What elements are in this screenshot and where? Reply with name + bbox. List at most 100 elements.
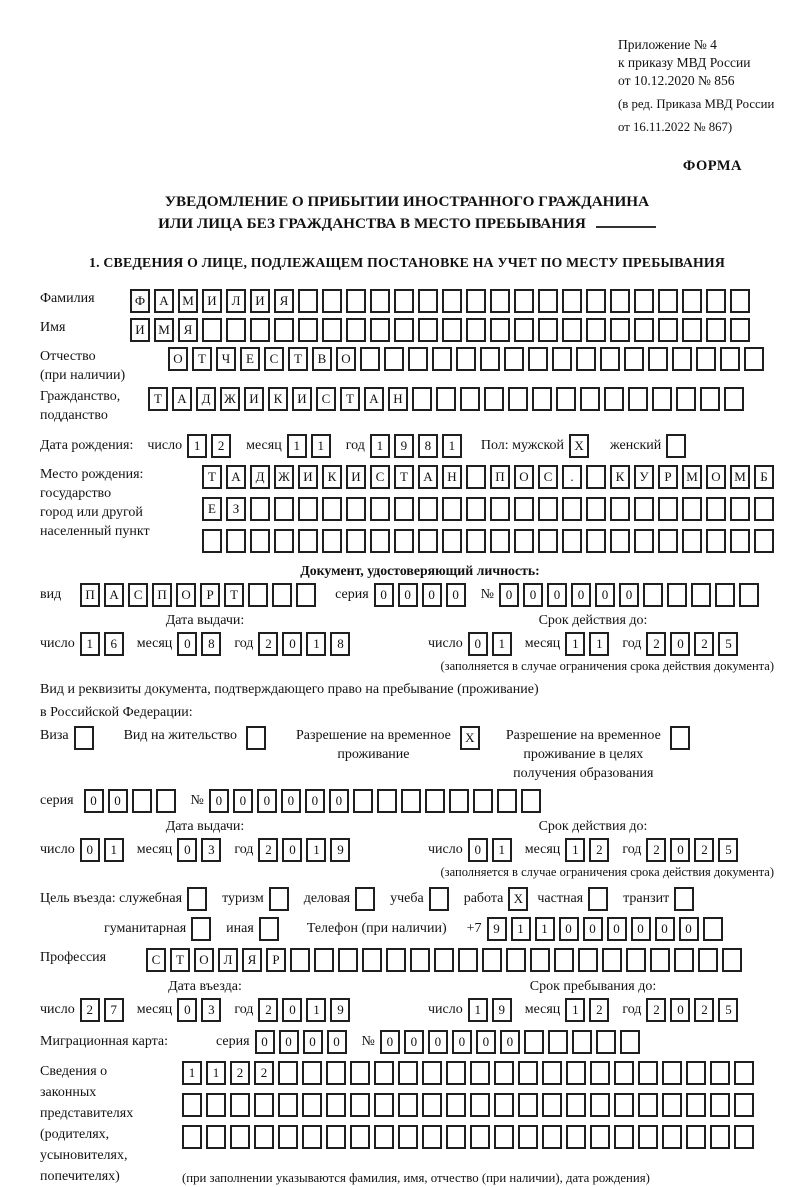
form-cell[interactable] [626, 948, 646, 972]
form-cell[interactable]: 1 [565, 838, 586, 862]
form-cell[interactable] [734, 1093, 754, 1117]
form-cell[interactable]: 9 [330, 838, 351, 862]
form-cell[interactable] [518, 1125, 538, 1149]
form-cell[interactable] [682, 289, 702, 313]
form-cell[interactable]: С [316, 387, 336, 411]
form-cell[interactable] [538, 529, 558, 553]
form-cell[interactable] [326, 1093, 346, 1117]
form-cell[interactable]: X [508, 887, 529, 911]
form-cell[interactable]: Я [242, 948, 262, 972]
form-cell[interactable] [278, 1125, 298, 1149]
form-cell[interactable]: З [226, 497, 246, 521]
form-cell[interactable]: А [364, 387, 384, 411]
form-cell[interactable]: 2 [694, 632, 715, 656]
form-cell[interactable]: 1 [306, 838, 327, 862]
form-cell[interactable] [290, 948, 310, 972]
form-cell[interactable] [258, 917, 279, 941]
form-cell[interactable]: 1 [491, 838, 512, 862]
form-cell[interactable] [268, 887, 289, 911]
form-cell[interactable] [600, 347, 620, 371]
form-cell[interactable] [706, 318, 726, 342]
form-cell[interactable]: 0 [177, 838, 198, 862]
form-cell[interactable] [254, 1125, 274, 1149]
form-cell[interactable] [722, 948, 742, 972]
form-cell[interactable]: 1 [441, 434, 462, 458]
form-cell[interactable] [418, 497, 438, 521]
form-cell[interactable] [614, 1061, 634, 1085]
form-cell[interactable] [376, 789, 397, 813]
form-cell[interactable] [666, 434, 687, 458]
form-cell[interactable]: 0 [79, 838, 100, 862]
form-cell[interactable]: 9 [330, 998, 351, 1022]
form-cell[interactable]: М [178, 289, 198, 313]
form-cell[interactable]: 0 [302, 1030, 323, 1054]
form-cell[interactable]: 2 [258, 632, 279, 656]
form-cell[interactable] [518, 1093, 538, 1117]
form-cell[interactable] [302, 1061, 322, 1085]
form-cell[interactable]: 2 [589, 998, 610, 1022]
form-cell[interactable] [496, 789, 517, 813]
form-cell[interactable] [274, 497, 294, 521]
form-cell[interactable]: 2 [258, 838, 279, 862]
form-cell[interactable]: И [130, 318, 150, 342]
residence-permit-checkbox[interactable] [245, 726, 270, 750]
form-cell[interactable]: К [610, 465, 630, 489]
form-cell[interactable]: Е [240, 347, 260, 371]
form-cell[interactable] [754, 529, 774, 553]
form-cell[interactable] [542, 1061, 562, 1085]
form-cell[interactable] [706, 497, 726, 521]
form-cell[interactable] [662, 1125, 682, 1149]
form-cell[interactable] [586, 289, 606, 313]
form-cell[interactable]: Б [754, 465, 774, 489]
form-cell[interactable] [638, 1125, 658, 1149]
form-cell[interactable] [734, 1125, 754, 1149]
form-cell[interactable] [346, 289, 366, 313]
form-cell[interactable]: С [264, 347, 284, 371]
form-cell[interactable]: 0 [397, 583, 418, 607]
form-cell[interactable]: 0 [256, 789, 277, 813]
form-cell[interactable] [394, 497, 414, 521]
form-cell[interactable] [686, 1061, 706, 1085]
form-cell[interactable] [494, 1061, 514, 1085]
form-cell[interactable] [398, 1093, 418, 1117]
form-cell[interactable] [506, 948, 526, 972]
form-cell[interactable] [182, 1125, 202, 1149]
form-cell[interactable]: 0 [278, 1030, 299, 1054]
form-cell[interactable] [226, 529, 246, 553]
form-cell[interactable] [542, 1125, 562, 1149]
form-cell[interactable] [254, 1093, 274, 1117]
form-cell[interactable]: 2 [694, 838, 715, 862]
form-cell[interactable] [518, 1061, 538, 1085]
form-cell[interactable]: 0 [403, 1030, 424, 1054]
form-cell[interactable]: 5 [718, 838, 739, 862]
form-cell[interactable] [542, 1093, 562, 1117]
form-cell[interactable]: Т [202, 465, 222, 489]
form-cell[interactable]: 1 [79, 632, 100, 656]
form-cell[interactable] [191, 917, 212, 941]
form-cell[interactable] [682, 497, 702, 521]
form-cell[interactable]: 1 [534, 917, 555, 941]
form-cell[interactable] [538, 497, 558, 521]
form-cell[interactable]: 1 [206, 1061, 226, 1085]
form-cell[interactable] [614, 1125, 634, 1149]
form-cell[interactable] [446, 1125, 466, 1149]
form-cell[interactable]: 1 [589, 632, 610, 656]
form-cell[interactable] [466, 529, 486, 553]
form-cell[interactable]: А [172, 387, 192, 411]
form-cell[interactable] [667, 583, 687, 607]
form-cell[interactable]: В [312, 347, 332, 371]
sex-female-checkbox[interactable] [666, 434, 690, 458]
form-cell[interactable]: 0 [445, 583, 466, 607]
form-cell[interactable] [562, 289, 582, 313]
form-cell[interactable]: 0 [475, 1030, 496, 1054]
